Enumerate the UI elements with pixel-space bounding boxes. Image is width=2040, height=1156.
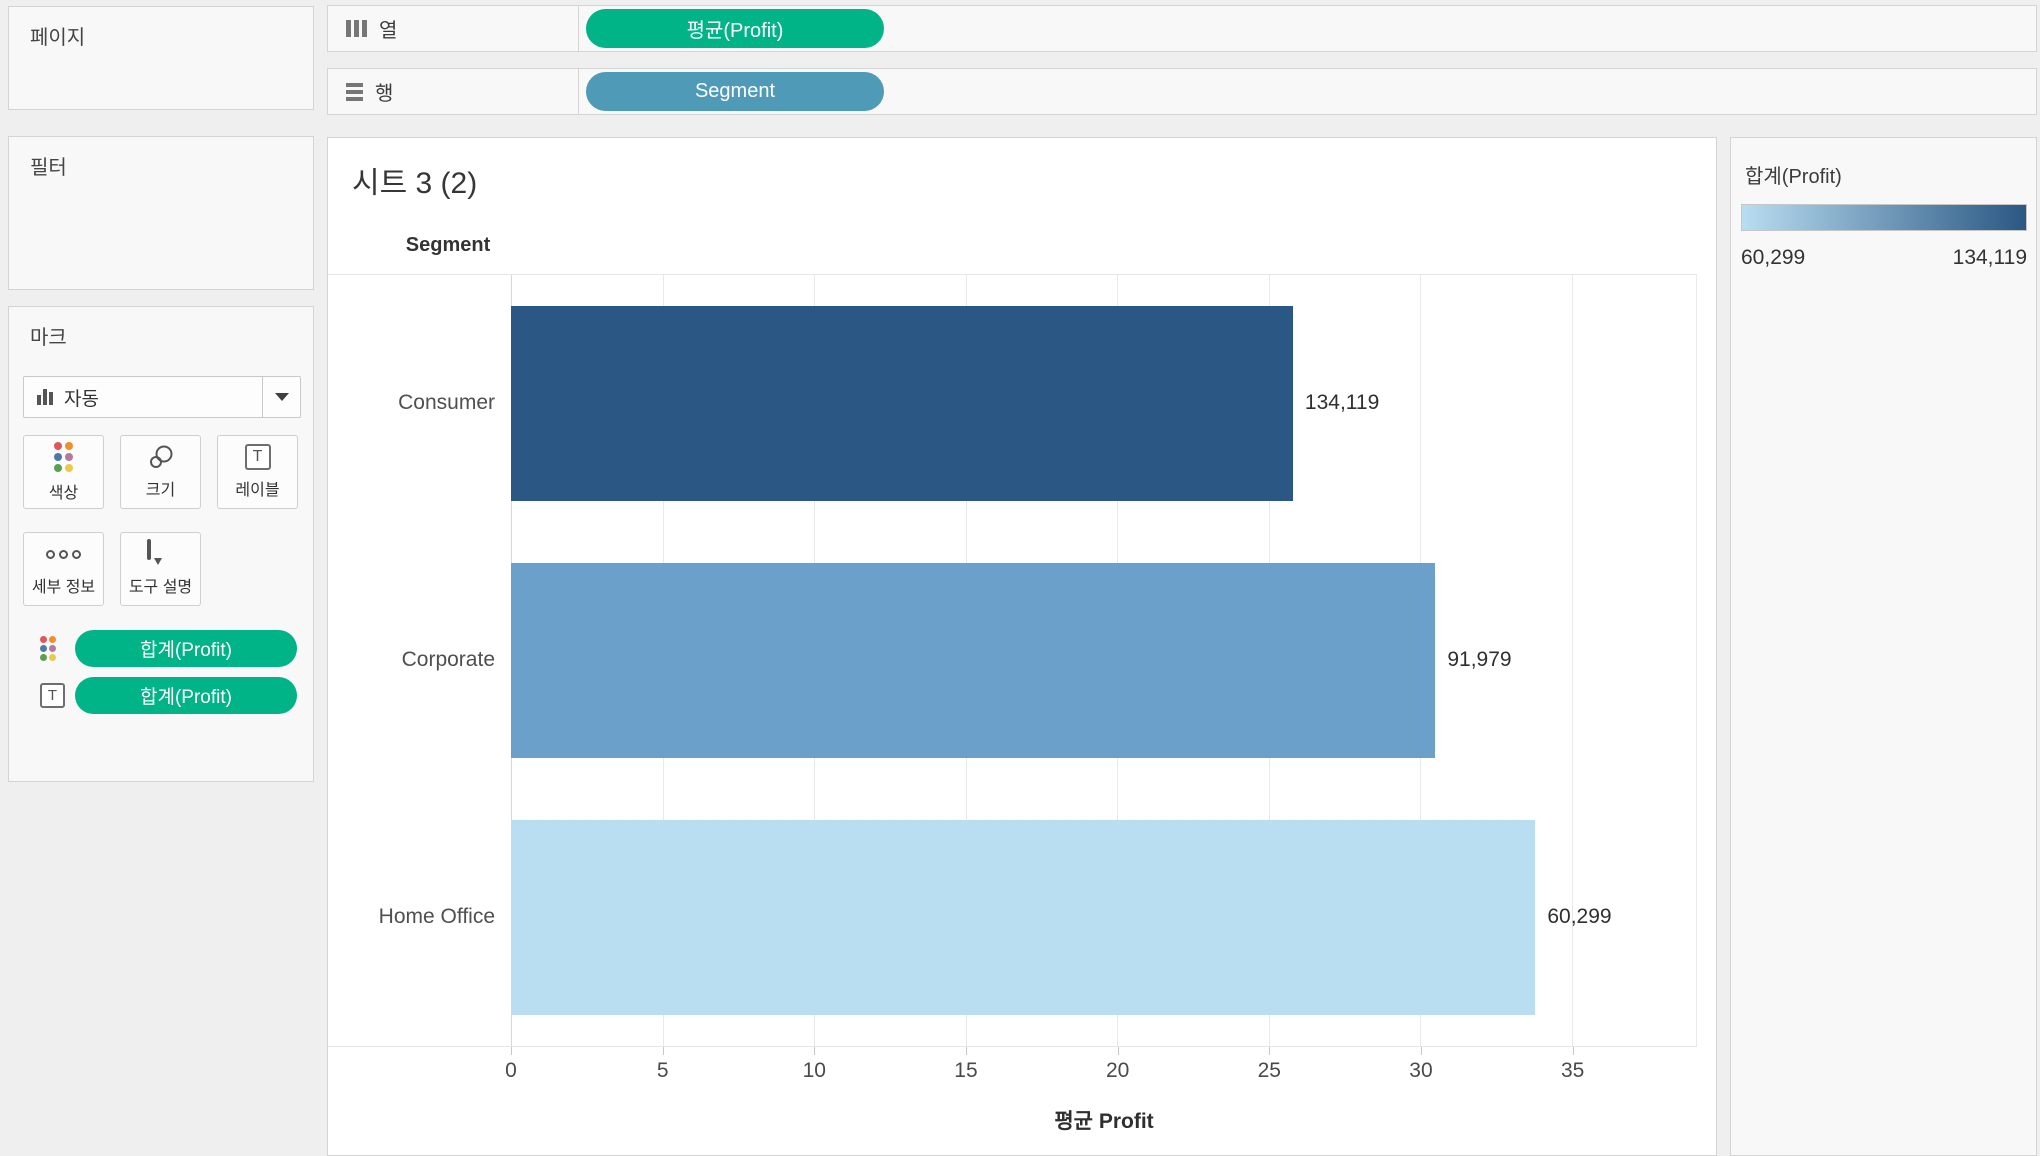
columns-icon bbox=[346, 20, 367, 37]
detail-icon bbox=[46, 541, 81, 567]
detail-button[interactable]: 세부 정보 bbox=[23, 532, 104, 606]
pages-shelf[interactable]: 페이지 bbox=[8, 6, 314, 110]
marks-pill-color[interactable]: 합계(Profit) bbox=[75, 630, 297, 667]
legend-title: 합계(Profit) bbox=[1745, 166, 1842, 188]
detail-button-label: 세부 정보 bbox=[31, 579, 96, 596]
marks-card: 마크 자동 색상 크기 T 레이블 세부 정보 도구 설명 합계(Profit)… bbox=[8, 306, 314, 782]
bar-value-label: 134,119 bbox=[1304, 391, 1380, 415]
text-label-icon: T bbox=[244, 444, 271, 470]
pages-shelf-label: 페이지 bbox=[30, 27, 86, 49]
x-tick-mark bbox=[1117, 1047, 1119, 1055]
legend-gradient-bar[interactable] bbox=[1741, 204, 2027, 231]
bar-rows: 134,119 91,979 60,299 bbox=[511, 275, 1696, 1046]
chevron-down-icon bbox=[274, 393, 289, 401]
mark-type-value: 자동 bbox=[64, 388, 99, 410]
row-label: Consumer bbox=[398, 391, 495, 415]
plot-band: Consumer Corporate Home Office 134,119 91,9… bbox=[328, 274, 1697, 1047]
color-legend-card: 합계(Profit) 60,299 134,119 bbox=[1730, 137, 2037, 1156]
color-icon bbox=[53, 441, 74, 473]
rows-icon bbox=[346, 82, 363, 101]
x-tick-mark bbox=[511, 1047, 512, 1055]
filters-shelf[interactable]: 필터 bbox=[8, 136, 314, 290]
row-labels: Consumer Corporate Home Office bbox=[328, 275, 511, 1046]
x-tick-mark bbox=[1269, 1047, 1271, 1055]
row-label: Corporate bbox=[401, 648, 495, 672]
bar-row: 134,119 bbox=[511, 275, 1696, 532]
legend-min-label: 60,299 bbox=[1741, 246, 1806, 269]
marks-card-label: 마크 bbox=[30, 327, 67, 349]
label-button-label: 레이블 bbox=[235, 482, 280, 499]
legend-max-label: 134,119 bbox=[1952, 246, 2027, 269]
columns-shelf-label: 열 bbox=[379, 20, 398, 42]
size-button-label: 크기 bbox=[145, 482, 176, 499]
size-icon bbox=[149, 445, 172, 468]
rows-shelf-header: 행 bbox=[327, 68, 579, 115]
mark-type-dropdown-button[interactable] bbox=[262, 377, 300, 417]
x-tick-label: 15 bbox=[954, 1059, 978, 1082]
bar-value-label: 91,979 bbox=[1447, 648, 1512, 672]
size-button[interactable]: 크기 bbox=[120, 435, 201, 509]
x-tick-mark bbox=[1572, 1047, 1574, 1055]
bar-row: 91,979 bbox=[511, 532, 1696, 789]
rows-pill[interactable]: Segment bbox=[586, 72, 884, 111]
label-button[interactable]: T 레이블 bbox=[217, 435, 298, 509]
mark-type-dropdown[interactable]: 자동 bbox=[23, 376, 301, 418]
legend-range-labels: 60,299 134,119 bbox=[1741, 246, 2027, 270]
x-tick-label: 20 bbox=[1105, 1059, 1130, 1082]
rows-shelf-label: 행 bbox=[375, 83, 394, 105]
x-axis-title: 평균 Profit bbox=[1054, 1110, 1154, 1133]
gridline bbox=[1571, 275, 1573, 1046]
x-tick-mark bbox=[1420, 1047, 1422, 1055]
x-tick-label: 25 bbox=[1257, 1059, 1281, 1082]
x-tick-labels: 0 5 10 15 20 25 30 35 bbox=[505, 1059, 1697, 1087]
rows-shelf-tray[interactable]: Segment bbox=[578, 68, 2037, 115]
x-tick-marks bbox=[511, 1047, 1697, 1056]
tooltip-button-label: 도구 설명 bbox=[128, 579, 193, 596]
bar[interactable] bbox=[511, 562, 1436, 758]
plot-area: 134,119 91,979 60,299 bbox=[511, 275, 1697, 1046]
x-tick-mark bbox=[814, 1047, 816, 1055]
filters-shelf-label: 필터 bbox=[30, 157, 67, 179]
x-tick-mark bbox=[965, 1047, 967, 1055]
tooltip-icon bbox=[146, 539, 175, 567]
bar-value-label: 60,299 bbox=[1547, 905, 1612, 929]
x-tick-label: 0 bbox=[505, 1059, 517, 1082]
columns-shelf-header: 열 bbox=[327, 5, 579, 52]
x-tick-label: 5 bbox=[656, 1059, 669, 1082]
text-label-icon: T bbox=[40, 683, 65, 708]
bar-row: 60,299 bbox=[511, 789, 1696, 1046]
columns-pill[interactable]: 평균(Profit) bbox=[586, 9, 884, 48]
color-dots-icon bbox=[40, 636, 57, 662]
bar[interactable] bbox=[511, 305, 1293, 501]
bar-chart-icon bbox=[37, 389, 53, 405]
row-label: Home Office bbox=[378, 905, 495, 929]
x-tick-label: 10 bbox=[802, 1059, 826, 1082]
x-tick-mark bbox=[662, 1047, 664, 1055]
worksheet-view: 시트 3 (2) Segment Consumer Corporate Home O… bbox=[327, 137, 1717, 1156]
color-button[interactable]: 색상 bbox=[23, 435, 104, 509]
marks-pill-label[interactable]: 합계(Profit) bbox=[75, 677, 297, 714]
columns-shelf-tray[interactable]: 평균(Profit) bbox=[578, 5, 2037, 52]
x-tick-label: 30 bbox=[1409, 1059, 1433, 1082]
x-tick-label: 35 bbox=[1560, 1059, 1585, 1082]
tooltip-button[interactable]: 도구 설명 bbox=[120, 532, 201, 606]
color-button-label: 색상 bbox=[48, 484, 79, 502]
sheet-title: 시트 3 (2) bbox=[352, 167, 478, 200]
row-field-header: Segment bbox=[405, 234, 491, 256]
bar[interactable] bbox=[511, 819, 1536, 1015]
